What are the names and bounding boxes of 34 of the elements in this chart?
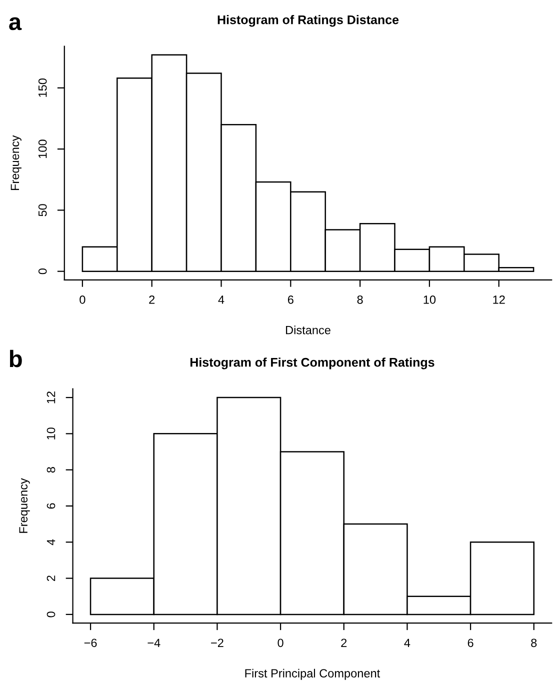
y-tick-label: 150: [38, 78, 47, 97]
x-tick-label: 2: [341, 638, 347, 647]
x-tick-label: −4: [148, 638, 160, 647]
text: a: [9, 17, 22, 30]
x-tick-label: 10: [424, 295, 436, 304]
y-tick-label: 0: [46, 612, 56, 618]
y-axis-title: Frequency: [10, 135, 22, 190]
x-axis-title: First Principal Component: [245, 668, 380, 680]
x-tick-label: 0: [80, 295, 86, 304]
y-tick-label: 6: [46, 503, 56, 509]
chart-title: Histogram of Ratings Distance: [218, 15, 399, 27]
y-tick-label: 100: [38, 140, 47, 158]
y-axis-title: Frequency: [19, 478, 30, 533]
x-tick-label: 4: [404, 638, 410, 647]
x-tick-label: 4: [218, 296, 224, 304]
text: b: [10, 350, 22, 368]
chart-title: Histogram of First Component of Ratings: [190, 358, 434, 370]
y-tick-label: 2: [46, 576, 56, 581]
x-tick-label: −2: [211, 638, 224, 647]
x-tick-label: −6: [84, 638, 97, 648]
y-tick-label: 50: [38, 204, 47, 216]
x-tick-label: 6: [288, 295, 294, 304]
x-tick-label: 8: [531, 638, 537, 648]
y-tick-label: 8: [46, 467, 56, 473]
y-tick-label: 0: [38, 268, 47, 274]
x-tick-label: 12: [493, 295, 505, 304]
y-tick-label: 12: [46, 392, 56, 404]
x-axis-title: Distance: [286, 326, 330, 334]
x-tick-label: 6: [468, 638, 474, 648]
y-tick-label: 4: [46, 539, 56, 546]
x-tick-label: 0: [278, 638, 284, 648]
x-tick-label: 2: [149, 295, 155, 304]
x-tick-label: 8: [357, 295, 363, 304]
y-tick-label: 10: [46, 428, 56, 440]
